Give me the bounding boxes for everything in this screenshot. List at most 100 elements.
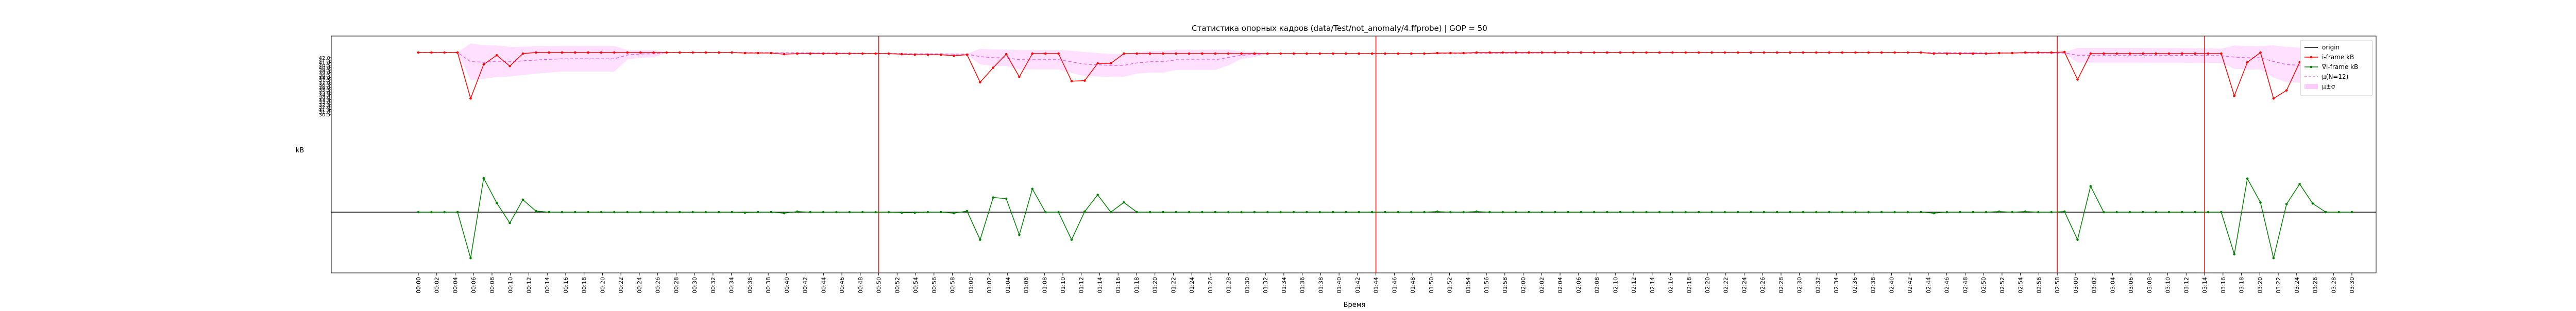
iframe-series-point (1423, 52, 1426, 55)
x-tick-label: 00:46 (839, 277, 845, 293)
y-tick-label: 36.5 (319, 83, 330, 89)
gradient-series-point (1083, 210, 1086, 213)
gradient-series-point (1501, 211, 1504, 214)
iframe-series-point (1658, 51, 1661, 54)
iframe-series-point (1109, 62, 1112, 65)
iframe-series-point (1227, 52, 1230, 55)
iframe-series-point (1671, 51, 1674, 54)
x-tick-label: 02:46 (1944, 277, 1951, 293)
gradient-series-point (1331, 211, 1334, 214)
x-tick-label: 02:08 (1594, 277, 1601, 293)
x-tick-label: 03:26 (2312, 277, 2319, 293)
x-tick-label: 00:48 (857, 277, 864, 293)
y-tick-label: 41.5 (319, 58, 330, 64)
gradient-series-point (965, 210, 969, 213)
iframe-series-point (1501, 51, 1504, 54)
gradient-series-point (1893, 211, 1896, 214)
y-tick-label: 32.0 (319, 105, 330, 111)
y-tick-label: 39.0 (319, 71, 330, 76)
y-tick-label: 35.0 (319, 90, 330, 96)
y-tick-label: 32.5 (319, 102, 330, 108)
x-tick-label: 03:00 (2073, 277, 2079, 293)
gradient-series-point (1906, 211, 1909, 214)
x-tick-label: 02:44 (1925, 277, 1932, 293)
iframe-series-point (783, 53, 786, 56)
iframe-series-point (521, 52, 524, 55)
gradient-series-point (783, 212, 786, 215)
y-tick-label: 31.5 (319, 107, 330, 113)
iframe-series-point (1318, 52, 1321, 55)
iframe-series-point (796, 52, 799, 55)
iframe-series-point (1645, 51, 1648, 54)
iframe-series-point (1096, 62, 1099, 65)
x-tick-label: 03:20 (2257, 277, 2263, 293)
gradient-series-point (822, 211, 825, 214)
gradient-series-point (1736, 211, 1739, 214)
iframe-series-point (600, 51, 603, 54)
gradient-series-point (1031, 187, 1034, 191)
iframe-series-point (2076, 78, 2079, 81)
gradient-series-point (691, 211, 694, 214)
gradient-series-point (1815, 211, 1818, 214)
gradient-series-point (1606, 211, 1608, 214)
x-tick-label: 03:02 (2091, 277, 2098, 293)
gradient-series-point (1580, 211, 1583, 214)
iframe-series-point (1789, 51, 1791, 54)
legend-swatch-dot (2310, 65, 2313, 68)
gradient-series-point (717, 211, 720, 214)
x-tick-label: 02:36 (1852, 277, 1858, 293)
iframe-series-point (926, 53, 929, 56)
gradient-series-point (2024, 210, 2027, 213)
iframe-series-point (1201, 52, 1204, 55)
iframe-series-point (1684, 51, 1687, 54)
gradient-series-point (456, 211, 459, 214)
iframe-series-point (2285, 89, 2288, 92)
x-tick-label: 00:44 (820, 277, 827, 293)
x-tick-label: 03:08 (2146, 277, 2153, 293)
gradient-series-point (1475, 210, 1478, 213)
legend-box (2300, 40, 2373, 96)
chart-title: Статистика опорных кадров (data/Test/not… (1192, 24, 1487, 33)
iframe-series-point (913, 53, 916, 56)
x-tick-label: 02:56 (2036, 277, 2042, 293)
gradient-series-point (1449, 211, 1452, 214)
x-tick-label: 02:40 (1888, 277, 1895, 293)
gradient-series-point (469, 256, 472, 260)
gradient-series-point (2194, 211, 2197, 214)
gradient-series-point (1645, 211, 1648, 214)
gradient-series-point (2115, 211, 2118, 214)
iframe-series-point (979, 81, 981, 84)
x-tick-label: 02:28 (1778, 277, 1785, 293)
x-tick-label: 02:18 (1686, 277, 1692, 293)
iframe-series-point (1540, 51, 1544, 54)
iframe-series-point (1815, 51, 1818, 54)
x-tick-label: 00:16 (563, 277, 569, 293)
iframe-series-point (1802, 51, 1805, 54)
iframe-series-point (1449, 51, 1452, 55)
gradient-series-point (2350, 211, 2353, 214)
iframe-series-point (2181, 52, 2183, 55)
x-tick-label: 00:04 (452, 277, 459, 293)
iframe-series-point (848, 52, 851, 55)
x-tick-label: 02:26 (1759, 277, 1766, 293)
iframe-series-point (1018, 75, 1021, 78)
iframe-series-point (2167, 52, 2171, 55)
iframe-series-point (1057, 52, 1060, 55)
iframe-series-point (1606, 51, 1608, 54)
gradient-series-point (600, 211, 603, 214)
iframe-series-point (1893, 51, 1896, 54)
x-tick-label: 01:06 (1023, 277, 1030, 293)
gradient-series-point (1070, 238, 1073, 241)
x-tick-label: 02:02 (1538, 277, 1545, 293)
gradient-series-point (443, 211, 446, 214)
x-tick-label: 02:20 (1704, 277, 1711, 293)
iframe-series-point (652, 51, 655, 54)
iframe-series-point (639, 51, 642, 54)
legend-label: μ(N=12) (2322, 73, 2348, 80)
iframe-series-point (1736, 51, 1739, 54)
iframe-series-point (809, 52, 812, 55)
gradient-series-point (1136, 211, 1138, 214)
gradient-series-point (1175, 211, 1178, 214)
